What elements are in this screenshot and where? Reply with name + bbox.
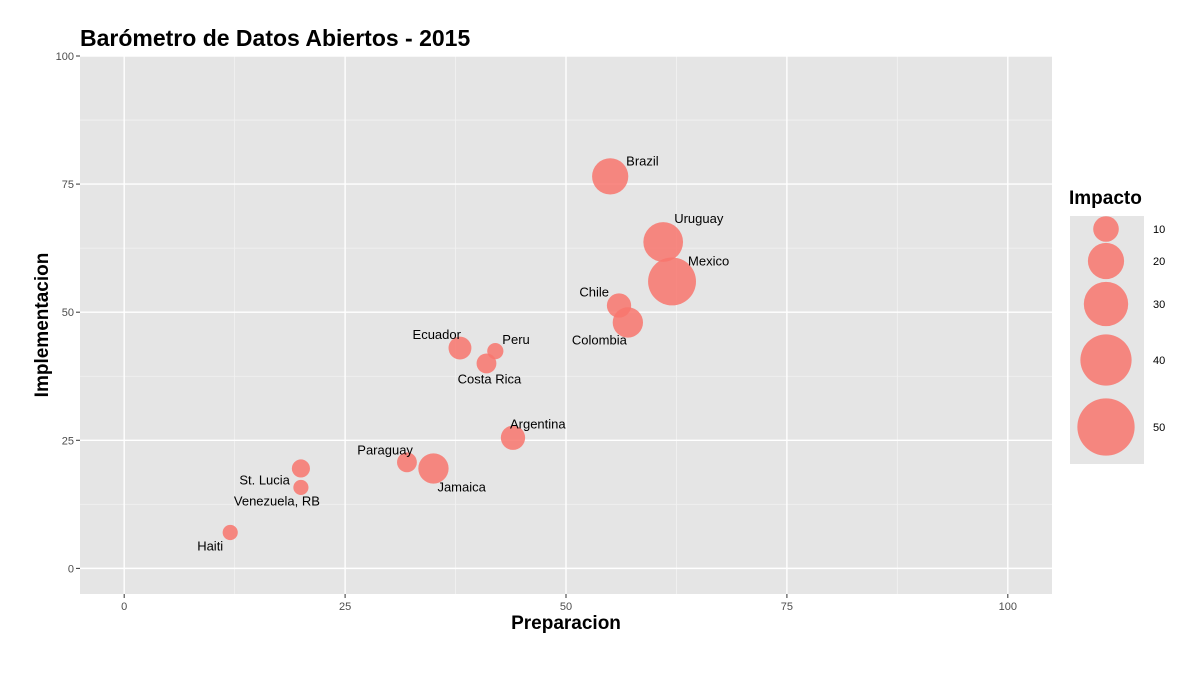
point-label: Argentina [510, 417, 566, 432]
data-point [648, 257, 696, 306]
legend-key-circle [1077, 398, 1135, 456]
legend-key-circle [1087, 242, 1125, 280]
data-point [448, 336, 472, 360]
y-axis-ticks: 0 25 50 75 100 [56, 51, 80, 575]
point-label: Jamaica [437, 479, 486, 494]
y-tick-label: 50 [62, 307, 74, 319]
y-tick-label: 0 [68, 563, 74, 575]
data-points [222, 158, 696, 541]
x-axis-ticks: 0 25 50 75 100 [121, 594, 1017, 613]
point-label: St. Lucia [239, 472, 290, 487]
data-point [500, 425, 526, 450]
data-point [291, 459, 310, 478]
point-label: Colombia [572, 332, 628, 347]
x-tick-label: 75 [781, 601, 793, 613]
point-label: Haiti [197, 539, 223, 554]
point-label: Peru [502, 332, 529, 347]
point-label: Venezuela, RB [234, 493, 320, 508]
x-tick-label: 25 [339, 601, 351, 613]
point-label: Mexico [688, 253, 729, 268]
data-point [397, 452, 417, 473]
y-tick-label: 75 [62, 179, 74, 191]
point-label: Ecuador [413, 327, 462, 342]
legend-key-circle [1093, 216, 1119, 242]
y-tick-label: 25 [62, 435, 74, 447]
legend: Impacto 10 20 30 40 50 [1069, 188, 1165, 464]
point-label: Costa Rica [458, 371, 522, 386]
x-tick-label: 0 [121, 601, 127, 613]
x-tick-label: 50 [560, 601, 572, 613]
point-label: Brazil [626, 153, 659, 168]
legend-key-label: 50 [1153, 422, 1165, 434]
data-point [643, 222, 684, 262]
point-label: Paraguay [357, 442, 413, 457]
data-point [418, 453, 449, 484]
x-axis-title: Preparacion [511, 613, 621, 634]
y-axis-title: Implementacion [32, 253, 53, 398]
data-point [293, 479, 309, 496]
legend-key-label: 40 [1153, 355, 1165, 367]
data-point [592, 158, 629, 195]
y-tick-label: 100 [56, 51, 74, 63]
data-point [222, 524, 238, 541]
grid-lines [80, 55, 1052, 594]
point-label: Uruguay [674, 211, 724, 226]
point-labels: Brazil Uruguay Mexico Chile Colombia Ecuador P… [197, 153, 729, 553]
legend-key-circle [1080, 334, 1132, 386]
legend-key-label: 20 [1153, 256, 1165, 268]
data-point [476, 353, 497, 374]
x-tick-label: 100 [999, 601, 1017, 613]
legend-title: Impacto [1069, 188, 1142, 209]
legend-key-circle [1083, 281, 1129, 327]
point-label: Chile [579, 285, 609, 300]
chart-title: Barómetro de Datos Abiertos - 2015 [80, 25, 470, 51]
legend-key-label: 10 [1153, 224, 1165, 236]
legend-key-label: 30 [1153, 299, 1165, 311]
data-point [612, 307, 644, 338]
